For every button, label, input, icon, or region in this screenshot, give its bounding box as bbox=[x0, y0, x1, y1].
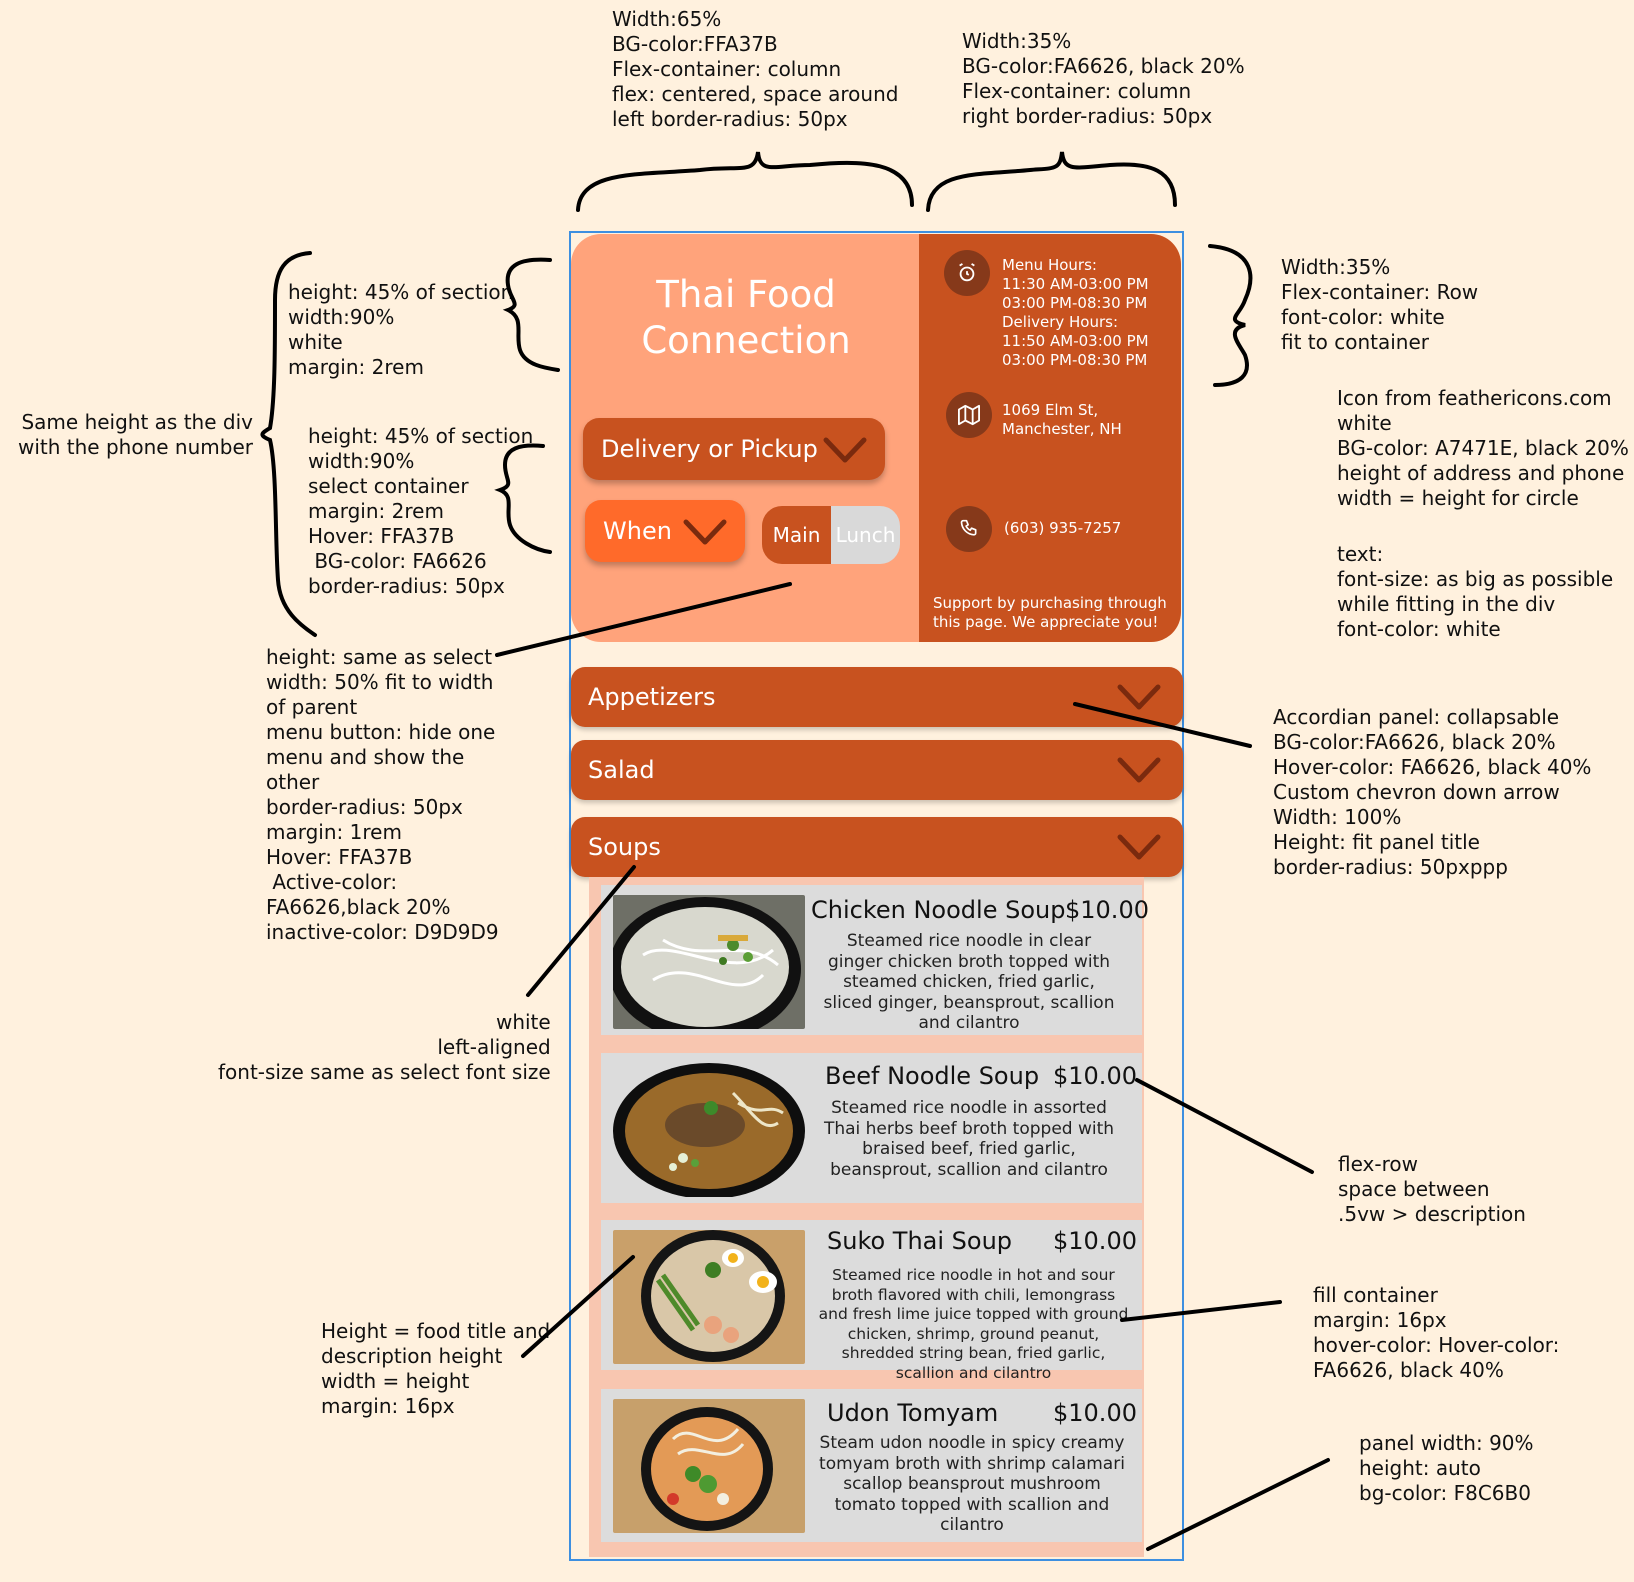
food-image bbox=[613, 1230, 805, 1364]
phone-text[interactable]: (603) 935-7257 bbox=[1004, 519, 1122, 537]
annotation-panel: panel width: 90% height: auto bg-color: … bbox=[1359, 1431, 1534, 1505]
accordion-title: Salad bbox=[588, 756, 655, 784]
food-title: Udon Tomyam bbox=[827, 1399, 999, 1427]
annotation-card-row: flex-row space between .5vw > descriptio… bbox=[1338, 1152, 1526, 1226]
annotation-card-fill: fill container margin: 16px hover-color:… bbox=[1313, 1283, 1560, 1382]
accordion-appetizers[interactable]: Appetizers bbox=[571, 667, 1183, 727]
when-select-label: When bbox=[603, 517, 672, 545]
alarm-clock-icon bbox=[944, 250, 990, 296]
accordion-soups[interactable]: Soups bbox=[571, 817, 1183, 877]
phone-icon[interactable] bbox=[946, 506, 992, 552]
food-description: Steamed rice noodle in hot and sour brot… bbox=[818, 1266, 1129, 1382]
chevron-down-icon bbox=[683, 519, 727, 545]
food-price: $10.00 bbox=[1053, 1399, 1137, 1427]
menu-item-card[interactable]: Beef Noodle Soup $10.00 Steamed rice noo… bbox=[601, 1053, 1142, 1203]
hours-text: Menu Hours: 11:30 AM-03:00 PM 03:00 PM-0… bbox=[1002, 256, 1149, 369]
toggle-main[interactable]: Main bbox=[762, 506, 831, 564]
food-image bbox=[613, 1063, 805, 1197]
menu-item-card[interactable]: Chicken Noodle Soup $10.00 Steamed rice … bbox=[601, 885, 1149, 1035]
accordion-title: Appetizers bbox=[588, 683, 716, 711]
annotation-image: Height = food title and description heig… bbox=[321, 1319, 551, 1418]
annotation-accordion: Accordian panel: collapsable BG-color:FA… bbox=[1273, 705, 1592, 879]
annotation-select: height: 45% of section width:90% select … bbox=[308, 424, 534, 598]
food-title: Chicken Noodle Soup bbox=[811, 896, 1066, 924]
food-price: $10.00 bbox=[1065, 896, 1149, 924]
food-title: Suko Thai Soup bbox=[827, 1227, 1013, 1255]
annotation-icon-text: text: font-size: as big as possible whil… bbox=[1337, 542, 1614, 641]
support-text: Support by purchasing through this page.… bbox=[933, 594, 1167, 631]
hero-right-panel bbox=[919, 234, 1181, 642]
food-title: Beef Noodle Soup bbox=[825, 1062, 1040, 1090]
food-description: Steamed rice noodle in assorted Thai her… bbox=[823, 1098, 1115, 1180]
annotation-accordion-text: white left-aligned font-size same as sel… bbox=[218, 1010, 551, 1084]
annotation-same-height: Same height as the div with the phone nu… bbox=[18, 410, 253, 459]
when-select[interactable]: When bbox=[585, 500, 745, 562]
annotation-title: height: 45% of section width:90% white m… bbox=[288, 280, 514, 379]
food-price: $10.00 bbox=[1053, 1227, 1137, 1255]
food-image bbox=[613, 1399, 805, 1533]
annotation-left-panel: Width:65% BG-color:FFA37B Flex-container… bbox=[612, 7, 899, 131]
annotation-info-rows: Width:35% Flex-container: Row font-color… bbox=[1281, 255, 1479, 354]
toggle-lunch[interactable]: Lunch bbox=[831, 506, 900, 564]
annotation-icon: Icon from feathericons.com white BG-colo… bbox=[1337, 386, 1629, 510]
food-description: Steam udon noodle in spicy creamy tomyam… bbox=[819, 1433, 1125, 1535]
food-description: Steamed rice noodle in clear ginger chic… bbox=[823, 931, 1115, 1033]
delivery-select-label: Delivery or Pickup bbox=[601, 435, 818, 463]
delivery-pickup-select[interactable]: Delivery or Pickup bbox=[583, 418, 885, 480]
menu-toggle[interactable]: Main Lunch bbox=[762, 506, 900, 564]
restaurant-title: Thai Food Connection bbox=[641, 273, 851, 362]
map-icon bbox=[946, 392, 992, 438]
chevron-down-icon bbox=[823, 437, 867, 463]
chevron-down-icon bbox=[1117, 834, 1161, 860]
annotation-toggle: height: same as select width: 50% fit to… bbox=[266, 645, 499, 944]
chevron-down-icon bbox=[1117, 684, 1161, 710]
menu-item-card[interactable]: Udon Tomyam $10.00 Steam udon noodle in … bbox=[601, 1389, 1142, 1542]
food-image bbox=[613, 895, 805, 1029]
annotation-right-panel: Width:35% BG-color:FA6626, black 20% Fle… bbox=[962, 29, 1245, 128]
address-text: 1069 Elm St, Manchester, NH bbox=[1002, 401, 1122, 438]
chevron-down-icon bbox=[1117, 757, 1161, 783]
food-price: $10.00 bbox=[1053, 1062, 1137, 1090]
accordion-title: Soups bbox=[588, 833, 661, 861]
menu-item-card[interactable]: Suko Thai Soup $10.00 Steamed rice noodl… bbox=[601, 1220, 1142, 1382]
accordion-salad[interactable]: Salad bbox=[571, 740, 1183, 800]
